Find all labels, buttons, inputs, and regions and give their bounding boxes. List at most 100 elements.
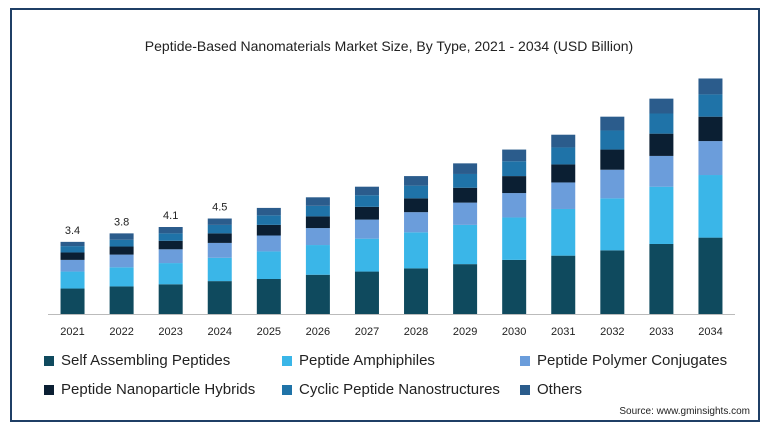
bar-segment-2031-cyclic-peptide-nanostructures xyxy=(551,147,576,165)
bar-segment-2034-peptide-nanoparticle-hybrids xyxy=(698,116,723,142)
bar-segment-2023-peptide-amphiphiles xyxy=(158,263,183,285)
bar-segment-2021-cyclic-peptide-nanostructures xyxy=(60,246,85,253)
bar-segment-2021-self-assembling-peptides xyxy=(60,288,85,314)
chart-title: Peptide-Based Nanomaterials Market Size,… xyxy=(144,38,634,54)
bar-segment-2034-peptide-amphiphiles xyxy=(698,175,723,238)
x-tick-label-2030: 2030 xyxy=(502,326,526,338)
bar-segment-2026-others xyxy=(305,197,330,206)
legend-label: Peptide Nanoparticle Hybrids xyxy=(61,381,256,398)
legend-label: Others xyxy=(537,381,583,398)
bar-segment-2029-peptide-polymer-conjugates xyxy=(453,202,478,225)
x-tick-label-2032: 2032 xyxy=(600,326,624,338)
stacked-bar-chart: 3.4 2021 3.8 2022 4.1 2023 4.5 2024 2025 2026 2027… xyxy=(48,78,735,338)
bar-segment-2023-peptide-nanoparticle-hybrids xyxy=(158,240,183,250)
x-tick-label-2026: 2026 xyxy=(306,326,330,338)
bar-segment-2024-peptide-polymer-conjugates xyxy=(207,242,232,258)
bar-segment-2034-peptide-polymer-conjugates xyxy=(698,141,723,176)
bar-segment-2032-peptide-nanoparticle-hybrids xyxy=(600,149,625,170)
bar-segment-2023-self-assembling-peptides xyxy=(158,284,183,314)
bar-segment-2025-peptide-amphiphiles xyxy=(256,251,281,279)
bar-segment-2033-cyclic-peptide-nanostructures xyxy=(649,113,674,134)
bar-segment-2032-peptide-amphiphiles xyxy=(600,198,625,251)
bar-segment-2031-self-assembling-peptides xyxy=(551,255,576,314)
legend-swatch xyxy=(520,384,530,395)
bar-segment-2027-peptide-polymer-conjugates xyxy=(354,219,379,239)
bar-segment-2026-self-assembling-peptides xyxy=(305,274,330,314)
bar-segment-2027-others xyxy=(354,186,379,196)
bar-segment-2026-peptide-amphiphiles xyxy=(305,245,330,275)
bar-segment-2030-peptide-nanoparticle-hybrids xyxy=(502,176,527,194)
bar-segment-2022-cyclic-peptide-nanostructures xyxy=(109,239,134,247)
bar-segment-2021-others xyxy=(60,241,85,247)
bar-segment-2021-peptide-amphiphiles xyxy=(60,271,85,289)
data-label-2021: 3.4 xyxy=(65,225,80,237)
x-tick-label-2029: 2029 xyxy=(453,326,477,338)
bar-segment-2023-cyclic-peptide-nanostructures xyxy=(158,233,183,241)
bar-segment-2022-self-assembling-peptides xyxy=(109,286,134,314)
bar-segment-2026-peptide-polymer-conjugates xyxy=(305,228,330,246)
bar-segment-2032-self-assembling-peptides xyxy=(600,250,625,314)
bar-segment-2023-others xyxy=(158,227,183,234)
legend-swatch xyxy=(282,384,292,395)
bar-segment-2034-self-assembling-peptides xyxy=(698,237,723,314)
bar-segment-2024-peptide-nanoparticle-hybrids xyxy=(207,233,232,243)
bar-segment-2022-peptide-polymer-conjugates xyxy=(109,254,134,268)
data-label-2022: 3.8 xyxy=(114,216,129,228)
bar-segment-2031-peptide-polymer-conjugates xyxy=(551,182,576,209)
bar-segment-2025-others xyxy=(256,207,281,216)
legend-swatch xyxy=(44,384,54,395)
bar-segment-2028-others xyxy=(404,176,429,186)
x-tick-label-2022: 2022 xyxy=(109,326,133,338)
bar-segment-2022-peptide-amphiphiles xyxy=(109,267,134,287)
bar-segment-2027-cyclic-peptide-nanostructures xyxy=(354,195,379,207)
bar-segment-2031-peptide-amphiphiles xyxy=(551,208,576,256)
legend-swatch xyxy=(520,355,530,366)
bar-segment-2021-peptide-nanoparticle-hybrids xyxy=(60,252,85,260)
bar-segment-2027-self-assembling-peptides xyxy=(354,271,379,314)
bar-segment-2032-peptide-polymer-conjugates xyxy=(600,169,625,199)
bar-segment-2024-others xyxy=(207,218,232,225)
x-tick-label-2021: 2021 xyxy=(60,326,84,338)
bar-segment-2028-peptide-nanoparticle-hybrids xyxy=(404,198,429,213)
bar-segment-2028-self-assembling-peptides xyxy=(404,268,429,314)
bar-segment-2026-peptide-nanoparticle-hybrids xyxy=(305,216,330,229)
legend-item-others: Others xyxy=(520,381,582,398)
x-tick-label-2025: 2025 xyxy=(257,326,281,338)
bar-segment-2029-peptide-amphiphiles xyxy=(453,224,478,265)
bar-segment-2034-others xyxy=(698,78,723,95)
bar-segment-2030-self-assembling-peptides xyxy=(502,259,527,314)
legend-item-peptide-polymer-conjugates: Peptide Polymer Conjugates xyxy=(520,352,727,369)
x-tick-label-2027: 2027 xyxy=(355,326,379,338)
bar-segment-2032-cyclic-peptide-nanostructures xyxy=(600,130,625,150)
bar-segment-2021-peptide-polymer-conjugates xyxy=(60,259,85,272)
bar-segment-2029-self-assembling-peptides xyxy=(453,264,478,314)
bar-segment-2025-peptide-polymer-conjugates xyxy=(256,235,281,252)
data-label-2023: 4.1 xyxy=(163,210,178,222)
chart-frame xyxy=(10,8,760,422)
bar-segment-2031-peptide-nanoparticle-hybrids xyxy=(551,164,576,183)
legend-item-self-assembling-peptides: Self Assembling Peptides xyxy=(44,352,230,369)
legend-swatch xyxy=(44,355,54,366)
x-tick-label-2023: 2023 xyxy=(158,326,182,338)
bar-segment-2025-self-assembling-peptides xyxy=(256,278,281,314)
bar-segment-2030-peptide-amphiphiles xyxy=(502,217,527,260)
bar-segment-2033-peptide-polymer-conjugates xyxy=(649,155,674,187)
x-tick-label-2028: 2028 xyxy=(404,326,428,338)
bar-segment-2032-others xyxy=(600,116,625,131)
bar-segment-2033-self-assembling-peptides xyxy=(649,243,674,314)
bar-segment-2024-peptide-amphiphiles xyxy=(207,257,232,282)
bar-segment-2027-peptide-nanoparticle-hybrids xyxy=(354,206,379,220)
bar-segment-2027-peptide-amphiphiles xyxy=(354,238,379,272)
x-tick-label-2033: 2033 xyxy=(649,326,673,338)
data-label-2024: 4.5 xyxy=(212,202,227,214)
bar-segment-2022-others xyxy=(109,233,134,240)
bar-segment-2025-cyclic-peptide-nanostructures xyxy=(256,215,281,225)
bar-segment-2022-peptide-nanoparticle-hybrids xyxy=(109,246,134,255)
bar-segment-2030-cyclic-peptide-nanostructures xyxy=(502,161,527,177)
source-note: Source: www.gminsights.com xyxy=(619,406,750,417)
bar-segment-2028-peptide-amphiphiles xyxy=(404,232,429,269)
bar-segment-2025-peptide-nanoparticle-hybrids xyxy=(256,224,281,236)
bar-segment-2028-peptide-polymer-conjugates xyxy=(404,212,429,233)
bar-segment-2023-peptide-polymer-conjugates xyxy=(158,249,183,264)
bar-segment-2030-peptide-polymer-conjugates xyxy=(502,193,527,218)
